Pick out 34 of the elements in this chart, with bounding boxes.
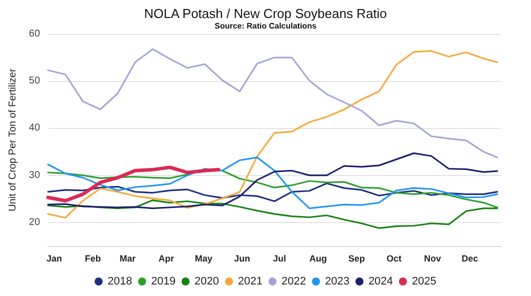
x-tick-label: Nov xyxy=(424,254,442,264)
x-tick-label: Sep xyxy=(348,254,366,264)
x-tick-label: May xyxy=(194,254,212,264)
legend-label: 2018 xyxy=(108,276,132,288)
line-series xyxy=(47,48,498,158)
legend-label: 2023 xyxy=(324,276,350,288)
legend-label: 2019 xyxy=(151,276,176,288)
y-tick-label: 20 xyxy=(28,216,40,228)
line-series xyxy=(47,182,498,202)
y-tick-label: 60 xyxy=(28,28,40,40)
y-tick-label: 30 xyxy=(28,170,40,181)
x-tick-label: Mar xyxy=(120,254,136,264)
line-series xyxy=(47,200,498,229)
x-tick-label: Feb xyxy=(84,254,102,264)
line-series xyxy=(47,50,498,219)
legend-label: 2025 xyxy=(412,276,436,288)
x-tick-label: Aug xyxy=(309,254,327,264)
legend-label: 2020 xyxy=(194,276,220,288)
x-tick-label: Jun xyxy=(234,254,250,264)
legend-label: 2022 xyxy=(282,276,306,288)
chart-subtitle: Source: Ratio Calculations xyxy=(214,22,317,30)
x-tick-label: Jan xyxy=(46,254,62,264)
y-axis-title: Unit of Crop Per Ton of Fertilizer xyxy=(8,68,18,212)
x-tick-label: Oct xyxy=(386,254,402,264)
x-tick-label: Dec xyxy=(462,254,478,264)
y-tick-label: 40 xyxy=(28,122,40,134)
x-tick-label: Apr xyxy=(158,254,174,264)
line-series xyxy=(47,168,498,208)
x-tick-label: Jul xyxy=(272,254,286,264)
legend-label: 2021 xyxy=(238,276,263,288)
chart-title: NOLA Potash / New Crop Soybeans Ratio xyxy=(144,6,387,21)
legend-label: 2024 xyxy=(368,276,393,288)
y-tick-label: 50 xyxy=(28,76,40,87)
line-series xyxy=(46,166,220,203)
